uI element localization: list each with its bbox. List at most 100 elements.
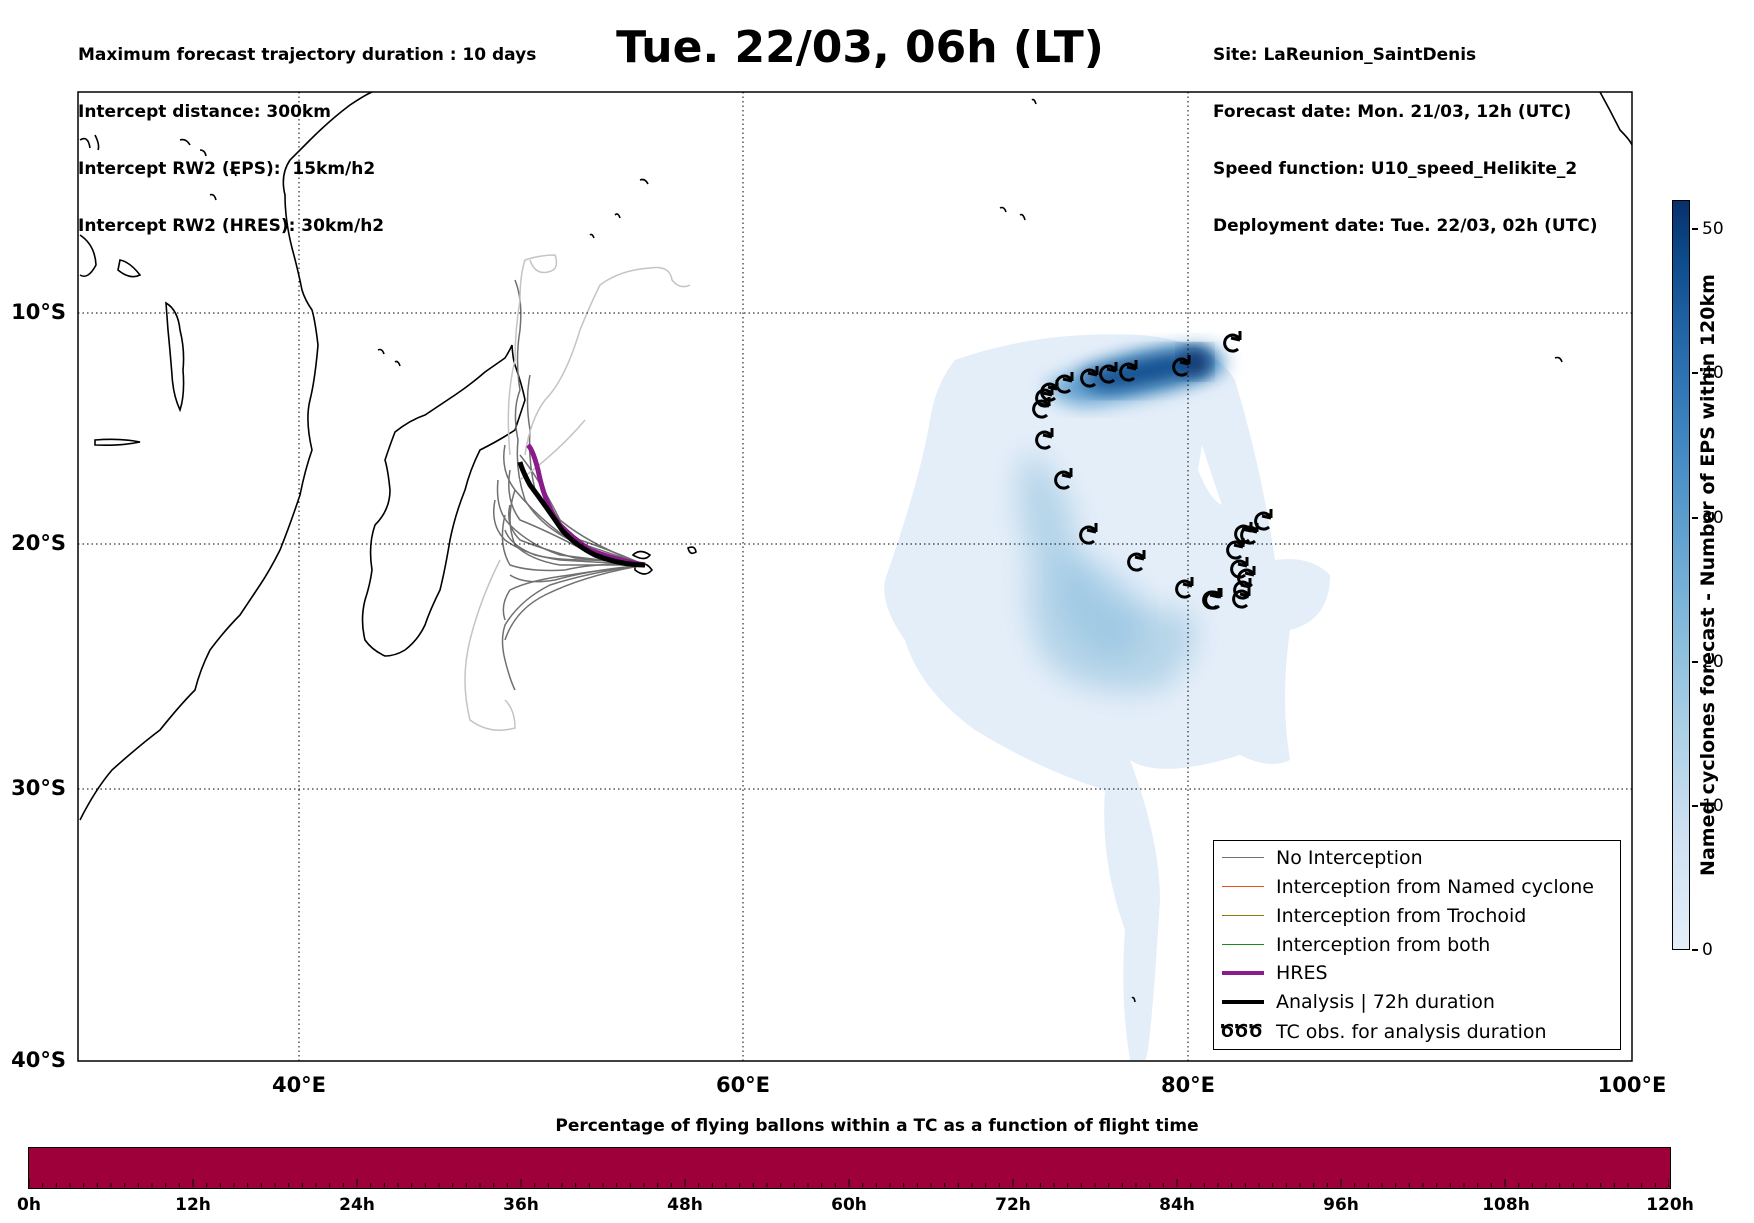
- legend-item-tc-obs: ԾԾԾ TC obs. for analysis duration: [1214, 1019, 1620, 1045]
- mauritius-reunion: [631, 546, 697, 560]
- legend-item-no-interception: No Interception: [1214, 845, 1620, 871]
- lon-label-100e: 100°E: [1597, 1073, 1667, 1097]
- cyclone-icon: [1054, 468, 1073, 490]
- cyclone-icon: [1230, 557, 1249, 579]
- lon-label-80e: 80°E: [1160, 1073, 1216, 1097]
- colorbar-title: Named cyclones forecast - Number of EPS …: [1697, 274, 1719, 876]
- header-param-line: Intercept distance: 300km: [78, 102, 331, 122]
- bar-label: 72h: [995, 1195, 1031, 1215]
- header-param-line: Maximum forecast trajectory duration : 1…: [78, 45, 537, 65]
- legend-label: Interception from Trochoid: [1276, 905, 1527, 927]
- colorbar: [1672, 200, 1690, 950]
- colorbar-tick-label: 40: [1702, 363, 1724, 383]
- cyclone-icon: [1035, 428, 1054, 450]
- tc-observations: [1032, 331, 1273, 610]
- lake-tanganyika: [117, 259, 142, 278]
- colorbar-tick-label: 50: [1702, 219, 1724, 239]
- ensemble-trajectories-light: [464, 254, 691, 731]
- colorbar-tick: [1692, 805, 1698, 807]
- lake-malawi: [165, 301, 185, 413]
- bar-label: 84h: [1159, 1195, 1195, 1215]
- bar-label: 24h: [339, 1195, 375, 1215]
- lat-label-30s: 30°S: [11, 776, 66, 800]
- cyclone-icon: [1079, 523, 1098, 545]
- cyclone-icon: [1240, 523, 1259, 545]
- cyclone-icon: [1032, 397, 1051, 419]
- header-param-line: Intercept RW2 (EPS): 15km/h2: [78, 159, 376, 179]
- cyclone-icon: [1254, 509, 1273, 531]
- bar-label: 48h: [667, 1195, 703, 1215]
- legend-label: Analysis | 72h duration: [1276, 991, 1495, 1013]
- maldives-fragment: [1031, 98, 1037, 105]
- bar-label: 96h: [1323, 1195, 1359, 1215]
- cocos-island: [1554, 356, 1563, 363]
- density-mid2: [1060, 550, 1142, 660]
- seychelles: [589, 178, 649, 239]
- cyclone-icon: [1099, 362, 1118, 384]
- bar-label: 12h: [175, 1195, 211, 1215]
- lat-label-10s: 10°S: [11, 300, 66, 324]
- chagos: [999, 206, 1026, 221]
- colorbar-tick: [1692, 517, 1698, 519]
- lake-victoria: [79, 234, 97, 278]
- header-site-line: Site: LaReunion_SaintDenis: [1213, 45, 1477, 65]
- legend-item-named-cyclone: Interception from Named cyclone: [1214, 874, 1620, 900]
- tc-percentage-bar: [28, 1147, 1671, 1189]
- cyclone-icon: [1175, 577, 1194, 599]
- cyclone-icon: [1119, 360, 1138, 382]
- cyclone-icon: [1233, 578, 1252, 600]
- madagascar: [361, 344, 526, 657]
- lat-label-20s: 20°S: [11, 531, 66, 555]
- cyclone-icon: [1080, 366, 1099, 388]
- legend-item-hres: HRES: [1214, 960, 1620, 986]
- legend-item-analysis: Analysis | 72h duration: [1214, 989, 1620, 1015]
- header-param-line: Intercept RW2 (HRES): 30km/h2: [78, 216, 385, 236]
- cyclone-icon: [1172, 355, 1191, 377]
- colorbar-tick: [1692, 228, 1698, 230]
- map-frame: [77, 91, 1633, 1062]
- legend-label: Interception from Named cyclone: [1276, 876, 1594, 898]
- colorbar-tick: [1692, 661, 1698, 663]
- page-title: Tue. 22/03, 06h (LT): [616, 22, 1104, 73]
- ensemble-trajectories: [493, 279, 646, 691]
- cyclone-icon: [1223, 331, 1242, 353]
- density-outer: [884, 334, 1330, 1060]
- bottom-bar-title: Percentage of flying ballons within a TC…: [555, 1116, 1199, 1136]
- cyclone-icon: [1204, 588, 1223, 610]
- bar-label: 120h: [1646, 1195, 1694, 1215]
- legend-label: No Interception: [1276, 847, 1423, 869]
- header-site-info: Site: LaReunion_SaintDenis Forecast date…: [1213, 8, 1598, 255]
- legend-item-trochoid: Interception from Trochoid: [1214, 903, 1620, 929]
- header-site-line: Deployment date: Tue. 22/03, 02h (UTC): [1213, 216, 1598, 236]
- lon-label-40e: 40°E: [271, 1073, 327, 1097]
- socotra-fragments: [179, 138, 237, 201]
- amsterdam-island: [1131, 996, 1136, 1003]
- bar-label: 60h: [831, 1195, 867, 1215]
- header-site-line: Forecast date: Mon. 21/03, 12h (UTC): [1213, 102, 1572, 122]
- lat-label-40s: 40°S: [11, 1048, 66, 1072]
- density-notch: [1198, 445, 1222, 505]
- bar-minor-ticks: [29, 1179, 1669, 1187]
- bar-label: 36h: [503, 1195, 539, 1215]
- comoros: [377, 348, 401, 367]
- density-mid: [1018, 450, 1196, 692]
- africa-coast: [79, 92, 373, 821]
- legend-label: HRES: [1276, 962, 1328, 984]
- legend-item-both: Interception from both: [1214, 932, 1620, 958]
- colorbar-tick-label: 10: [1702, 796, 1724, 816]
- colorbar-tick-label: 0: [1702, 940, 1713, 960]
- africa-horn-fragment: [79, 134, 100, 151]
- analysis-trajectory: [517, 461, 646, 568]
- header-site-line: Speed function: U10_speed_Helikite_2: [1213, 159, 1578, 179]
- bar-label: 0h: [17, 1195, 41, 1215]
- colorbar-tick: [1692, 949, 1698, 951]
- legend-label: Interception from both: [1276, 934, 1491, 956]
- coastlines: [79, 92, 1632, 1003]
- colorbar-tick-label: 30: [1702, 508, 1724, 528]
- africa-lake-small: [94, 438, 141, 446]
- cyclone-icon: ԾԾԾ: [1220, 1021, 1263, 1042]
- sumatra-fragment: [1599, 92, 1632, 146]
- colorbar-tick-label: 20: [1702, 652, 1724, 672]
- legend-label: TC obs. for analysis duration: [1276, 1021, 1547, 1043]
